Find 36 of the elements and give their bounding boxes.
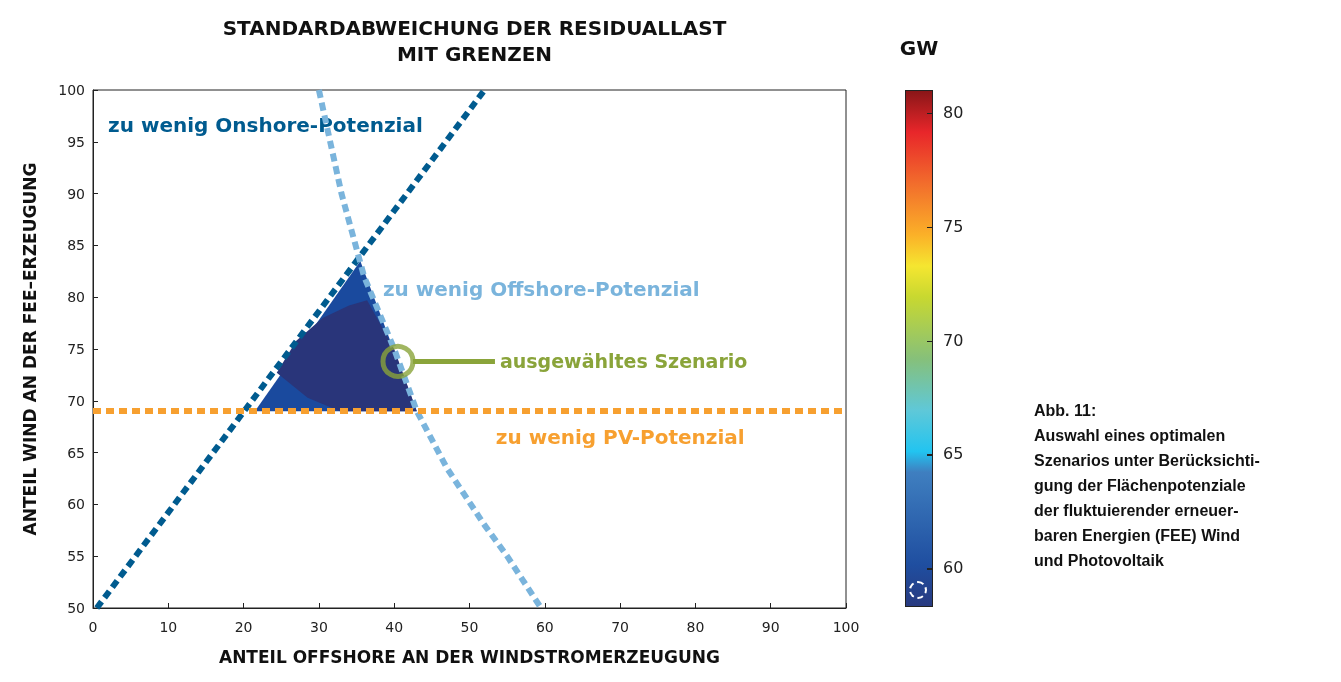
x-tick-label: 100: [832, 619, 860, 635]
y-tick-label: 55: [67, 548, 85, 565]
color-bar-label: 80: [943, 102, 964, 123]
x-tick-label: 0: [88, 619, 98, 635]
color-bar-label: 60: [943, 558, 964, 579]
y-tick-label: 50: [67, 600, 85, 616]
color-bar-label: 70: [943, 330, 964, 351]
x-tick-label: 80: [686, 619, 705, 635]
y-tick-label: 100: [58, 82, 85, 98]
color-bar-label: 65: [943, 444, 964, 465]
x-tick-label: 90: [761, 619, 780, 635]
x-tick-label: 50: [460, 619, 479, 635]
x-tick-label: 10: [159, 619, 178, 635]
y-tick-label: 80: [67, 289, 85, 306]
annotation: ausgewähltes Szenario: [499, 350, 748, 373]
color-bar-title: GW: [898, 36, 940, 60]
y-tick-label: 60: [67, 496, 85, 513]
y-tick-label: 90: [67, 185, 85, 202]
y-tick-label: 70: [67, 392, 85, 409]
x-axis-title: ANTEIL OFFSHORE AN DER WINDSTROMERZEUGUNG: [218, 646, 721, 667]
y-tick-label: 65: [67, 444, 85, 461]
ref-line-label: zu wenig PV-Potenzial: [495, 425, 745, 450]
x-tick-label: 70: [611, 619, 630, 635]
y-tick-label: 75: [67, 341, 85, 357]
series-label: zu wenig Onshore-Potenzial: [108, 113, 423, 138]
series-label: zu wenig Offshore-Potenzial: [382, 276, 700, 301]
chart-title: STANDARDABWEICHUNG DER RESIDUALLAST MIT GRENZEN: [222, 16, 727, 66]
y-tick-label: 85: [67, 237, 85, 254]
x-tick-label: 60: [535, 619, 554, 635]
y-axis-title: ANTEIL WIND AN DER FEE–ERZEUGUNG: [19, 162, 40, 536]
x-tick-label: 20: [234, 619, 253, 635]
color-bar-label: 75: [943, 216, 964, 237]
y-tick-label: 95: [67, 133, 85, 150]
caption: Abb. 11: Auswahl eines optimalen Szenarios unter Berücksichti- gung der Flächenpotenziale der fluktuierender erneuer- baren Energien (FEE) Wind und Photovoltaik: [1034, 401, 1261, 571]
x-tick-label: 40: [385, 619, 404, 635]
x-tick-label: 30: [309, 619, 328, 635]
